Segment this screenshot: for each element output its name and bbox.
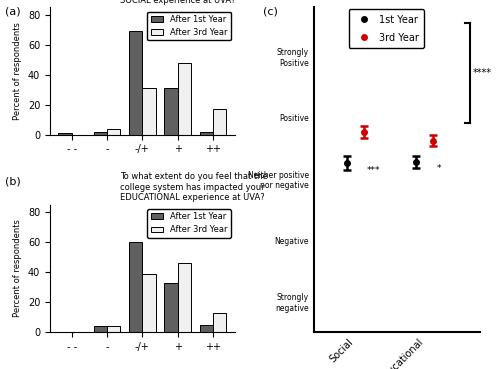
Bar [213,313,226,332]
Text: To what extent do you feel that the
college system has impacted your
SOCIAL expe: To what extent do you feel that the coll… [120,0,268,5]
Text: *: * [436,163,441,173]
Bar [129,242,142,332]
Bar [142,88,156,135]
Bar [94,326,107,332]
Bar [164,283,177,332]
Legend: After 1st Year, After 3rd Year: After 1st Year, After 3rd Year [147,209,230,238]
Bar [178,263,191,332]
Text: To what extent do you feel that the
college system has impacted your
EDUCATIONAL: To what extent do you feel that the coll… [120,172,268,202]
Bar [200,132,213,135]
Text: (b): (b) [5,176,21,186]
Y-axis label: Percent of respondents: Percent of respondents [14,220,22,317]
Bar [200,325,213,332]
Y-axis label: Percent of respondents: Percent of respondents [14,22,22,120]
Bar [178,63,191,135]
Bar [58,133,72,135]
Text: (c): (c) [262,7,278,17]
Bar [142,274,156,332]
Legend: After 1st Year, After 3rd Year: After 1st Year, After 3rd Year [147,11,230,40]
Bar [107,129,120,135]
Legend: 1st Year, 3rd Year: 1st Year, 3rd Year [348,9,424,48]
Bar [107,326,120,332]
Text: ***: *** [367,166,380,175]
Bar [213,109,226,135]
Bar [129,31,142,135]
Bar [164,88,177,135]
Bar [94,132,107,135]
Text: (a): (a) [5,7,20,17]
Text: ****: **** [472,68,492,78]
